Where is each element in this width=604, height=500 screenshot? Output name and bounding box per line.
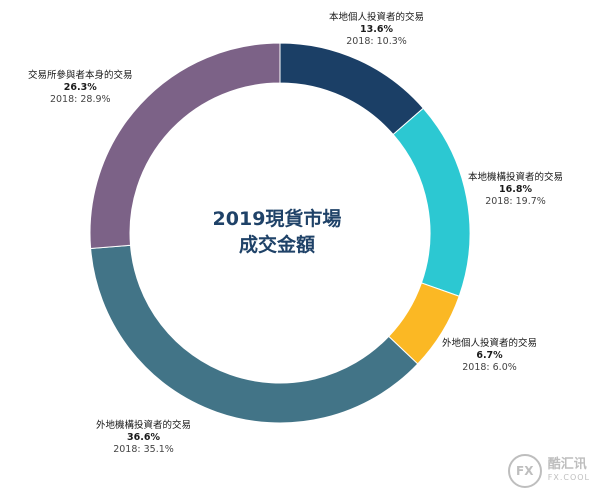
slice-label-local-retail: 本地個人投資者的交易 13.6% 2018: 10.3% (329, 12, 424, 48)
slice-label-prev-year: 2018: 19.7% (485, 196, 546, 207)
slice-label-prev-year: 2018: 6.0% (462, 362, 517, 373)
slice-label-percent: 6.7% (476, 350, 503, 361)
slice-label-local-institutional: 本地機構投資者的交易 16.8% 2018: 19.7% (468, 172, 563, 208)
fx-logo-icon: FX (507, 454, 542, 488)
slice-label-percent: 16.8% (499, 184, 532, 195)
donut-slice-1 (392, 107, 471, 297)
chart-title: 2019現貨市場 成交金額 (177, 206, 377, 258)
slice-label-prev-year: 2018: 28.9% (49, 94, 111, 105)
slice-label-name: 外地機構投資者的交易 (96, 420, 192, 431)
slice-label-name: 外地個人投資者的交易 (442, 338, 538, 349)
chart-title-line-2: 成交金額 (238, 234, 315, 256)
slice-label-percent: 26.3% (63, 82, 97, 93)
slice-label-exchange-participants: 交易所參與者本身的交易 26.3% 2018: 28.9% (28, 70, 133, 106)
donut-slice-0 (279, 42, 425, 136)
watermark-logo: FX 酷汇讯 FX.COOL (507, 454, 590, 488)
slice-label-overseas-institutional: 外地機構投資者的交易 36.6% 2018: 35.1% (96, 420, 191, 456)
donut-slice-4 (89, 42, 281, 250)
slice-label-name: 本地個人投資者的交易 (329, 12, 425, 23)
slice-label-prev-year: 2018: 10.3% (346, 36, 407, 47)
slice-label-prev-year: 2018: 35.1% (113, 444, 174, 455)
slice-label-percent: 36.6% (127, 432, 160, 443)
slice-label-overseas-retail: 外地個人投資者的交易 6.7% 2018: 6.0% (442, 338, 537, 374)
watermark-text: 酷汇讯 FX.COOL (547, 457, 590, 482)
slice-label-percent: 13.6% (360, 24, 393, 35)
slice-label-name: 本地機構投資者的交易 (468, 172, 564, 183)
chart-title-line-1: 2019現貨市場 (212, 208, 342, 230)
slice-label-name: 交易所參與者本身的交易 (28, 70, 133, 81)
donut-slice-3 (90, 244, 419, 424)
